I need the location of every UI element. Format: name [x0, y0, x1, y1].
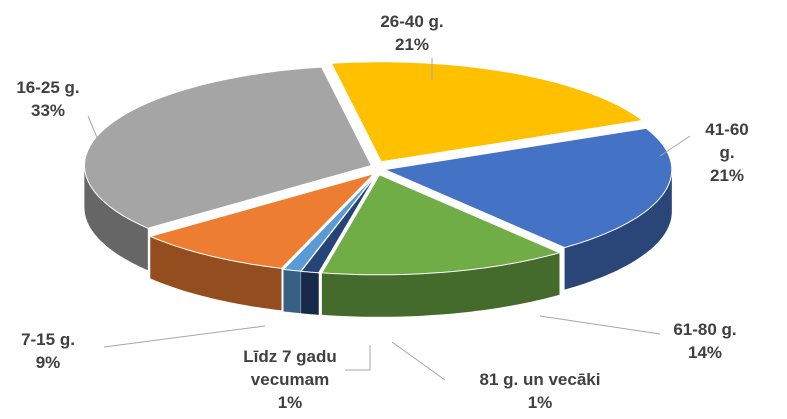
category-label: Līdz 7 gadu vecumam	[243, 347, 337, 389]
category-label: 41-60 g.	[705, 120, 749, 162]
slice-side	[84, 165, 148, 271]
slice-side-shade	[150, 236, 282, 311]
category-label: 26-40 g.	[380, 12, 444, 31]
leader-line	[103, 325, 266, 348]
value-label: 1%	[277, 393, 303, 412]
category-label: 61-80 g.	[673, 320, 737, 339]
leader-line	[539, 315, 661, 335]
slice-side	[283, 269, 301, 314]
data-label: Līdz 7 gadu vecumam 1%	[215, 345, 365, 414]
slice-side	[321, 252, 560, 317]
slice-side-shade	[564, 169, 672, 290]
slice	[148, 172, 376, 269]
value-label: 21%	[709, 166, 745, 185]
leader-line	[659, 135, 691, 157]
data-label: 61-80 g. 14%	[673, 318, 736, 364]
data-label: 26-40 g. 21%	[380, 10, 443, 56]
leader-line	[391, 341, 446, 381]
data-label: 16-25 g. 33%	[16, 76, 79, 122]
value-label: 1%	[527, 393, 553, 412]
slice	[383, 127, 673, 249]
slice	[300, 174, 377, 274]
category-label: 16-25 g.	[16, 78, 80, 97]
slice	[282, 174, 377, 272]
leader-line	[345, 345, 371, 371]
slice-side-shade	[321, 252, 560, 317]
slice-side	[301, 271, 319, 315]
data-label: 41-60 g. 21%	[697, 118, 757, 187]
slice-side	[564, 169, 672, 290]
slice-side-shade	[84, 165, 148, 271]
value-label: 9%	[35, 353, 61, 372]
value-label: 33%	[30, 101, 66, 120]
slice-side-shade	[301, 271, 319, 315]
data-label: 7-15 g. 9%	[21, 328, 75, 374]
slice-side	[150, 236, 282, 311]
slice	[83, 66, 373, 229]
leader-line	[87, 115, 104, 153]
slice-side-shade	[283, 269, 301, 314]
category-label: 81 g. un vecāki	[479, 370, 601, 389]
category-label: 7-15 g.	[21, 330, 75, 349]
value-label: 21%	[394, 35, 430, 54]
data-label: 81 g. un vecāki 1%	[480, 368, 601, 414]
value-label: 14%	[687, 343, 723, 362]
slice	[321, 174, 561, 276]
slice	[330, 61, 644, 163]
